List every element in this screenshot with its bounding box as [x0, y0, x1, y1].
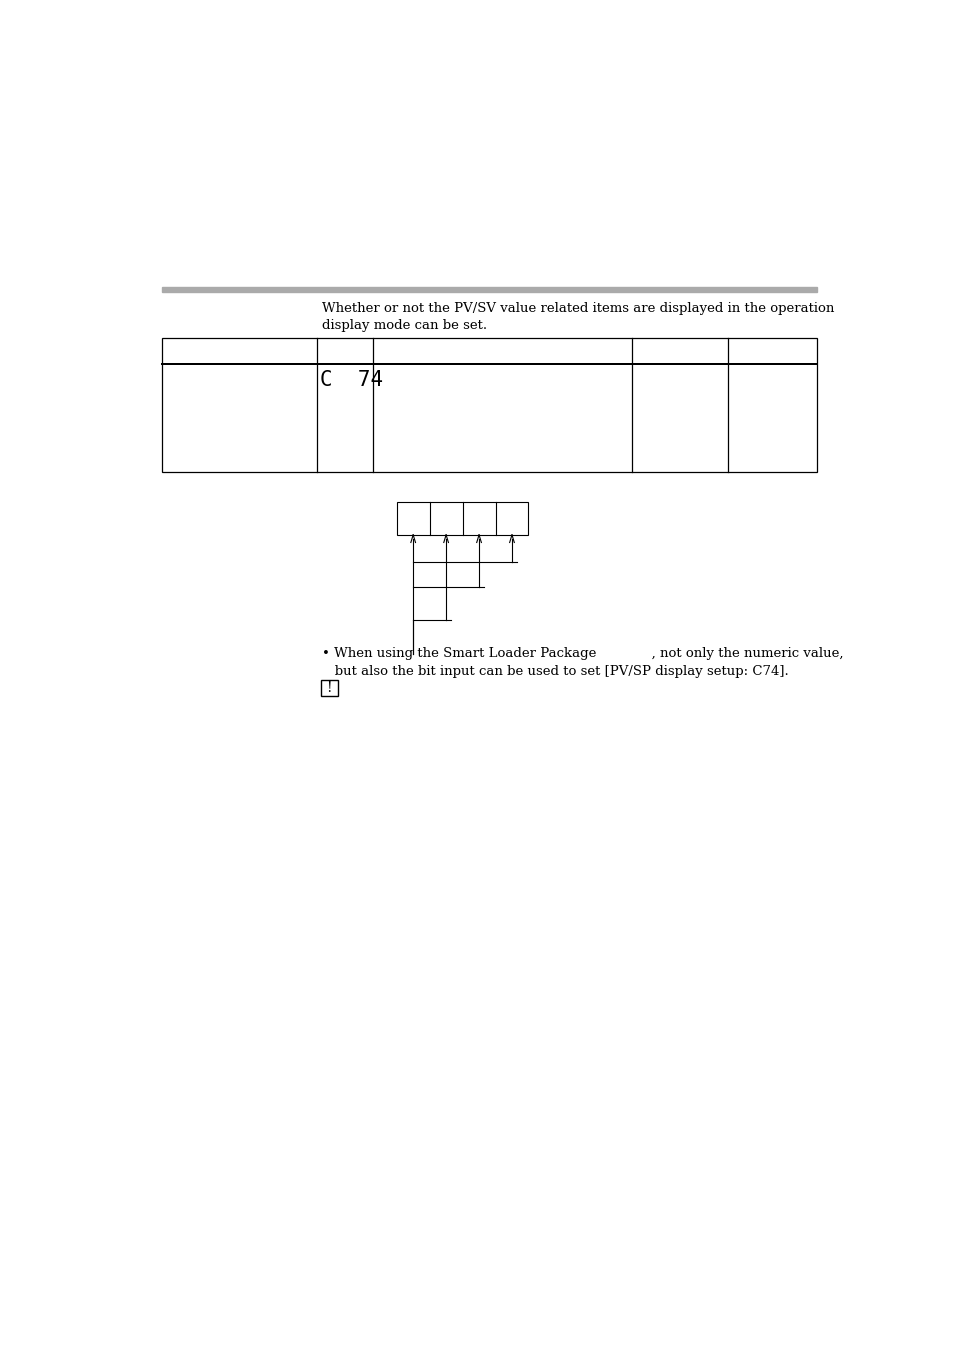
Bar [320, 680, 337, 697]
Text: C  74: C 74 [319, 370, 383, 390]
Text: !: ! [326, 681, 332, 694]
Text: Whether or not the PV/SV value related items are displayed in the operation: Whether or not the PV/SV value related i… [322, 303, 834, 315]
Bar [162, 286, 816, 292]
Text: but also the bit input can be used to set [PV/SP display setup: C74].: but also the bit input can be used to se… [322, 665, 788, 678]
Text: • When using the Smart Loader Package             , not only the numeric value,: • When using the Smart Loader Package , … [322, 647, 842, 661]
Bar [162, 338, 816, 471]
Text: display mode can be set.: display mode can be set. [322, 319, 487, 332]
Bar [396, 503, 528, 535]
